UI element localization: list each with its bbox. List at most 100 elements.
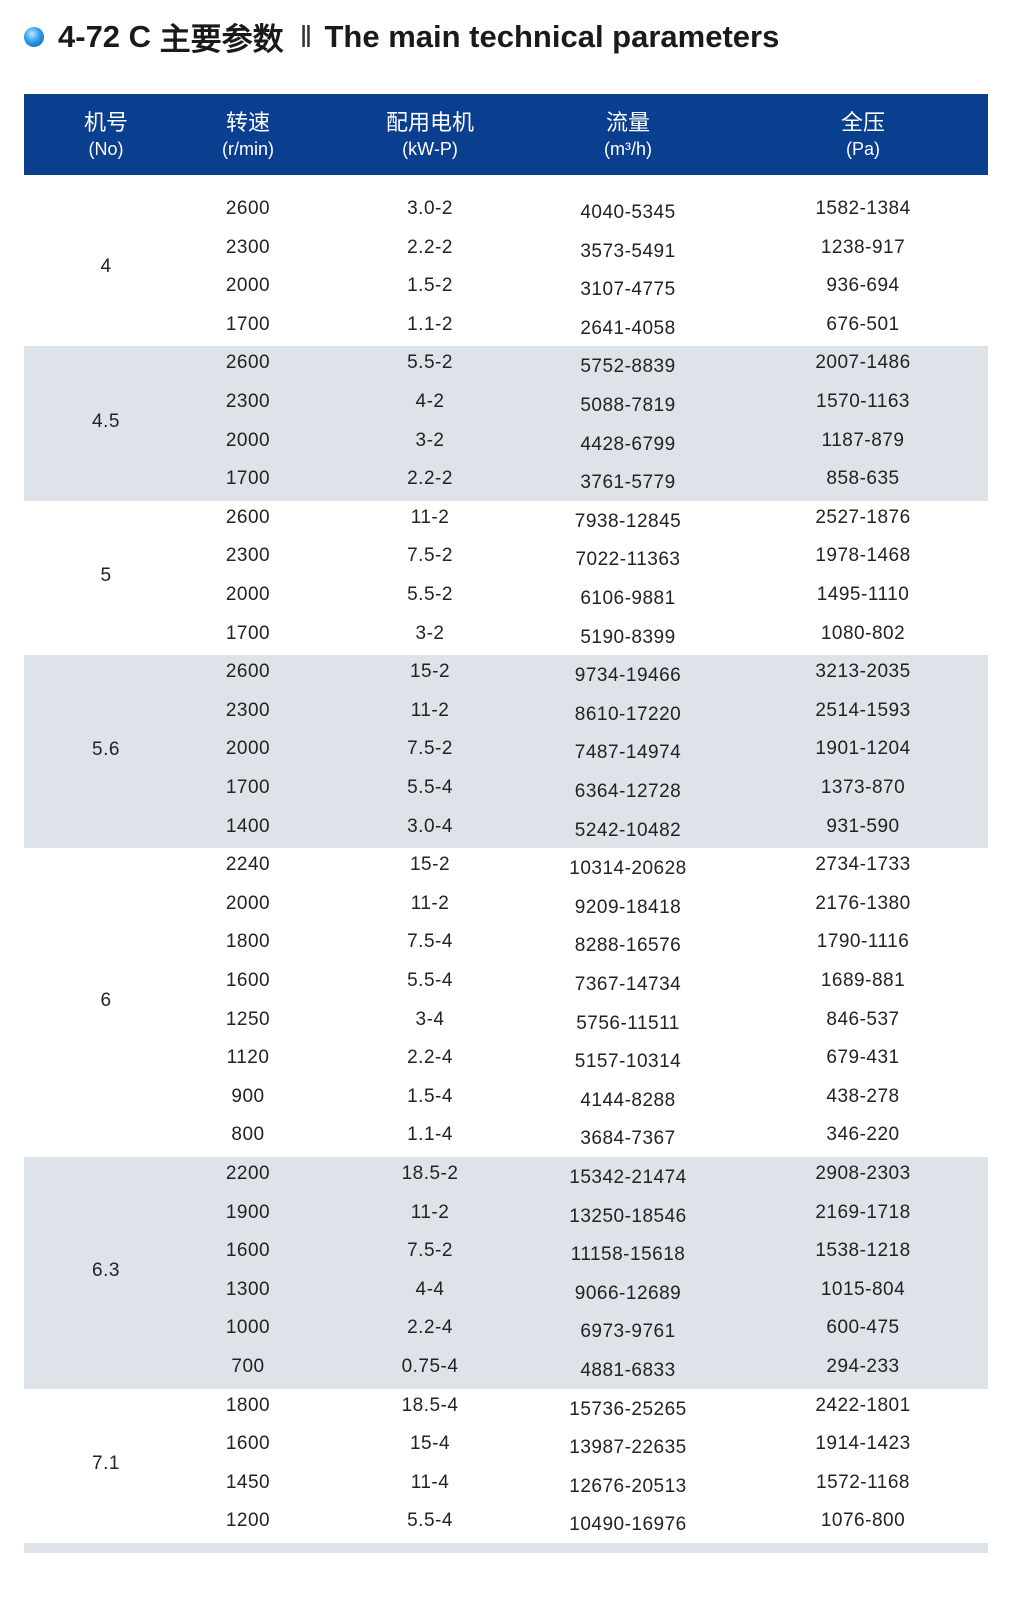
cell-no: 4 [100,256,112,278]
cell-motor: 3-2 [415,622,445,644]
cell-flow: 15736-25265 [569,1398,687,1420]
cell-speed: 1000 [225,1317,271,1339]
cell-pressure: 2527-1876 [815,506,911,528]
cell-speed: 1120 [226,1047,270,1069]
cell-motor: 18.5-4 [401,1394,459,1416]
cell-motor: 5.5-4 [407,969,453,991]
cell-flow: 9209-18418 [574,896,682,918]
cell-speed: 1200 [225,1510,271,1532]
group-6: 6 2240 15-2 10314-20628 2734-1733 2000 11-2 920… [24,848,988,1157]
cell-speed: 1900 [225,1201,271,1223]
cell-no: 6 [100,989,112,1011]
cell-motor: 7.5-2 [407,738,453,760]
header-en: (Pa) [845,139,880,159]
cell-speed: 1250 [225,1008,271,1030]
cell-pressure: 2422-1801 [815,1394,911,1416]
cell-motor: 7.5-2 [407,545,453,567]
cell-speed: 2000 [225,892,271,914]
cell-motor: 1.1-2 [407,313,453,335]
cell-motor: 7.5-2 [407,1240,453,1262]
cell-speed: 2000 [225,275,271,297]
cell-flow: 4040-5345 [580,202,676,223]
cell-pressure: 1495-1110 [816,583,910,605]
cell-pressure: 2734-1733 [815,854,911,876]
cell-flow: 3107-4775 [580,279,676,301]
cell-pressure: 1015-804 [820,1278,906,1300]
cell-flow: 4881-6833 [580,1359,676,1381]
cell-flow: 8610-17220 [574,703,682,725]
cell-no: 4.5 [92,410,120,432]
cell-speed: 1300 [225,1278,271,1300]
cell-pressure: 679-431 [826,1047,900,1069]
cell-speed: 2600 [225,352,271,374]
cell-speed: 1700 [225,468,271,490]
cell-flow: 8288-16576 [574,935,682,957]
cell-flow: 7367-14734 [574,973,682,995]
cell-pressure: 2007-1486 [815,352,911,374]
cell-pressure: 1570-1163 [816,390,910,412]
cell-flow: 12676-20513 [569,1475,687,1497]
cell-motor: 11-4 [410,1471,450,1493]
cell-pressure: 1790-1116 [816,931,910,953]
header-cn: 转速 [225,110,270,135]
cell-motor: 11-2 [410,1201,450,1223]
table-body: 4 2600 3.0-2 4040-5345 1582-1384 2300 2.2-2 357… [24,175,988,1553]
cell-speed: 2300 [225,699,271,721]
cell-pressure: 3213-2035 [815,661,911,683]
cell-motor: 3-2 [415,429,445,451]
cell-pressure: 2176-1380 [815,892,911,914]
cell-flow: 13987-22635 [569,1437,687,1459]
header-cn: 配用电机 [385,110,474,135]
cell-speed: 2600 [225,506,271,528]
cell-motor: 11-2 [410,699,450,721]
cell-motor: 18.5-2 [401,1162,459,1184]
cell-motor: 15-2 [409,661,451,683]
header-cn: 全压 [840,110,885,135]
cell-speed: 700 [231,1355,265,1377]
cell-no: 5.6 [92,738,120,760]
cell-motor: 5.5-4 [407,1510,453,1532]
cell-flow: 15342-21474 [569,1166,687,1188]
cell-flow: 2641-4058 [580,317,676,339]
header-motor: 配用电机 (kW-P) [330,94,530,175]
group-4.5: 4.5 2600 5.5-2 5752-8839 2007-1486 2300 4-2 508… [24,346,988,501]
cell-speed: 1700 [225,776,271,798]
cell-pressure: 2514-1593 [815,699,911,721]
cell-pressure: 294-233 [826,1355,900,1377]
cell-speed: 1600 [225,1240,271,1262]
header-pressure: 全压 (Pa) [763,94,963,175]
cell-pressure: 346-220 [826,1124,900,1146]
cell-pressure: 1373-870 [820,776,906,798]
cell-flow: 7487-14974 [574,742,682,764]
cell-pressure: 1572-1168 [816,1471,910,1493]
cell-pressure: 1187-879 [821,429,905,451]
header-cn: 流量 [605,110,650,135]
cell-flow: 5756-11511 [576,1012,680,1034]
cell-pressure: 600-475 [826,1317,900,1339]
cell-speed: 1700 [225,622,271,644]
bullet-icon [24,26,44,47]
cell-speed: 2600 [225,198,271,219]
cell-motor: 15-2 [409,854,451,876]
cell-motor: 3-4 [415,1008,445,1030]
header-en: (kW-P) [402,139,458,159]
cell-motor: 3.0-4 [407,815,453,837]
cell-speed: 1700 [225,313,271,335]
cell-motor: 5.5-2 [407,583,453,605]
cell-speed: 2000 [225,583,271,605]
cell-flow: 5242-10482 [574,819,682,841]
cell-pressure: 1538-1218 [815,1240,911,1262]
cell-flow: 5752-8839 [580,356,676,378]
cell-flow: 6364-12728 [574,780,682,802]
cell-motor: 5.5-4 [407,776,453,798]
cell-pressure: 1582-1384 [815,198,911,219]
cell-no: 6.3 [92,1259,120,1281]
cell-flow: 5190-8399 [580,626,676,648]
header-cn: 机号 [83,110,128,135]
cell-flow: 4428-6799 [580,433,676,455]
title-model: 4-72 C [58,18,152,54]
cell-motor: 1.1-4 [407,1124,453,1146]
title-cn: 主要参数 [159,22,284,57]
cell-speed: 2600 [225,661,271,683]
header-en: (No) [88,139,124,159]
